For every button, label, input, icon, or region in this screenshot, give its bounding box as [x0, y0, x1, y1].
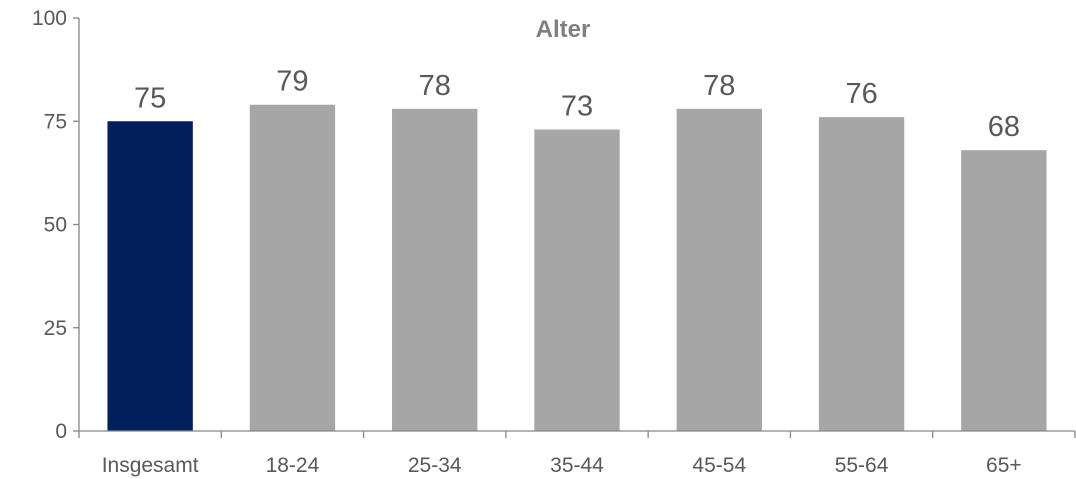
bar-5	[676, 108, 762, 432]
bars-group	[107, 104, 1047, 432]
bar-3	[392, 108, 478, 432]
y-tick-label: 75	[44, 110, 67, 133]
bar-2	[249, 104, 336, 431]
x-tick-label: 35-44	[550, 454, 604, 477]
bar-6	[818, 117, 905, 432]
y-tick-label: 0	[55, 420, 67, 443]
data-label-3: 78	[419, 70, 451, 102]
x-ticks-group: Insgesamt 18-24 25-34 35-44 45-54 55-64 65+	[78, 431, 1076, 477]
y-ticks-group: 0 25 50 75 100	[32, 7, 79, 443]
data-label-2: 79	[276, 66, 308, 98]
data-label-1: 75	[134, 82, 166, 114]
x-tick-label: 55-64	[835, 454, 889, 477]
x-tick-label: 25-34	[408, 454, 462, 477]
y-tick-label: 50	[44, 214, 67, 237]
data-label-5: 78	[703, 70, 735, 102]
chart-title: Alter	[536, 16, 591, 43]
x-tick-label: 18-24	[266, 454, 320, 477]
data-labels-group: 75 79 78 73 78 76 68	[134, 66, 1020, 143]
bar-4	[534, 129, 620, 431]
data-label-4: 73	[561, 91, 593, 123]
bar-1	[107, 121, 193, 431]
y-tick-label: 25	[44, 317, 67, 340]
bar-7	[961, 150, 1047, 431]
data-label-7: 68	[988, 111, 1020, 143]
x-tick-label: Insgesamt	[102, 454, 199, 477]
x-tick-label: 45-54	[692, 454, 746, 477]
data-label-6: 76	[845, 78, 877, 110]
x-tick-label: 65+	[986, 454, 1022, 477]
y-tick-label: 100	[32, 7, 67, 30]
